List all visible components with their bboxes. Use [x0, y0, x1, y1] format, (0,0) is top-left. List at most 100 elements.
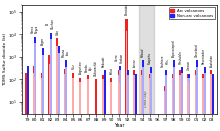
Bar — [33, 66, 35, 131]
Bar — [110, 82, 112, 131]
Bar — [195, 75, 197, 131]
Bar — [56, 38, 58, 131]
Bar — [72, 78, 74, 131]
Bar — [187, 74, 189, 131]
Bar — [42, 48, 44, 131]
Bar — [41, 78, 43, 131]
Bar — [133, 79, 135, 131]
Bar — [42, 69, 44, 131]
Bar — [133, 70, 135, 131]
Bar — [126, 75, 127, 131]
Bar — [187, 78, 189, 131]
Bar — [119, 66, 121, 131]
Bar — [150, 67, 152, 131]
Bar — [150, 78, 152, 131]
Bar — [126, 31, 128, 131]
Bar — [181, 78, 183, 131]
Bar — [33, 77, 35, 131]
Bar — [173, 60, 175, 131]
Text: Soufriere
Hills: Soufriere Hills — [161, 55, 170, 67]
Bar — [148, 78, 151, 131]
Bar — [127, 70, 129, 131]
Bar — [87, 79, 89, 131]
Text: Ulawun: Ulawun — [187, 60, 191, 70]
Text: Anatahan: Anatahan — [210, 54, 214, 67]
Bar — [64, 69, 66, 131]
Bar — [79, 82, 81, 131]
Bar — [79, 78, 81, 131]
Bar — [126, 62, 127, 131]
Bar — [134, 74, 137, 131]
Bar — [148, 74, 151, 131]
Bar — [126, 39, 127, 131]
Bar — [180, 83, 181, 131]
Bar — [126, 88, 127, 131]
Text: Chikurachki: Chikurachki — [94, 60, 98, 76]
Bar — [125, 19, 128, 131]
Bar — [173, 74, 175, 131]
Bar — [142, 60, 144, 131]
Text: Shishaldin: Shishaldin — [179, 50, 183, 64]
Bar — [142, 67, 144, 131]
Bar — [165, 75, 167, 131]
Bar — [180, 79, 181, 131]
Bar — [103, 79, 104, 131]
Bar — [42, 55, 44, 131]
Bar — [118, 75, 120, 131]
Bar — [188, 74, 191, 131]
Bar — [87, 75, 89, 131]
Bar — [41, 73, 43, 131]
Bar — [181, 73, 183, 131]
Bar — [179, 70, 181, 131]
Bar — [150, 73, 152, 131]
Bar — [203, 82, 204, 131]
Bar — [50, 46, 52, 131]
Text: Rabaul: Rabaul — [141, 48, 145, 57]
Bar — [102, 75, 104, 131]
Bar — [181, 67, 183, 131]
Bar — [95, 79, 97, 131]
Bar — [56, 53, 58, 131]
Bar — [210, 82, 212, 131]
Text: Ruapehu: Ruapehu — [148, 52, 152, 64]
Text: El
Chichon: El Chichon — [46, 18, 55, 29]
Legend: Arc volcanoes, Non-arc volcanoes: Arc volcanoes, Non-arc volcanoes — [169, 7, 215, 20]
Bar — [35, 59, 36, 131]
Bar — [42, 74, 44, 131]
Bar — [50, 53, 52, 131]
Bar — [33, 73, 35, 131]
Bar — [49, 69, 50, 131]
Text: Redoubt: Redoubt — [102, 56, 106, 67]
Bar — [141, 79, 143, 131]
Bar — [119, 75, 121, 131]
Bar — [195, 79, 197, 131]
X-axis label: Year: Year — [114, 123, 125, 128]
Bar — [34, 43, 37, 131]
Bar — [57, 73, 58, 131]
Bar — [48, 55, 51, 131]
Bar — [133, 75, 135, 131]
Text: Reventador: Reventador — [202, 48, 206, 64]
Bar — [173, 67, 175, 131]
Bar — [204, 67, 206, 131]
Bar — [35, 50, 36, 131]
Bar — [35, 66, 36, 131]
Bar — [172, 82, 174, 131]
Bar — [204, 73, 206, 131]
Bar — [34, 37, 37, 131]
Bar — [195, 70, 197, 131]
Bar — [119, 70, 121, 131]
Bar — [141, 70, 143, 131]
Bar — [58, 66, 59, 131]
Text: Pagan: Pagan — [40, 37, 44, 45]
Bar — [35, 82, 36, 131]
Bar — [142, 74, 144, 131]
Bar — [49, 75, 50, 131]
Bar — [58, 73, 59, 131]
Bar — [50, 33, 52, 131]
Bar — [196, 74, 198, 131]
Bar — [210, 74, 212, 131]
Bar — [35, 78, 36, 131]
Text: Data Gap: Data Gap — [144, 90, 148, 107]
Bar — [139, 5, 154, 114]
